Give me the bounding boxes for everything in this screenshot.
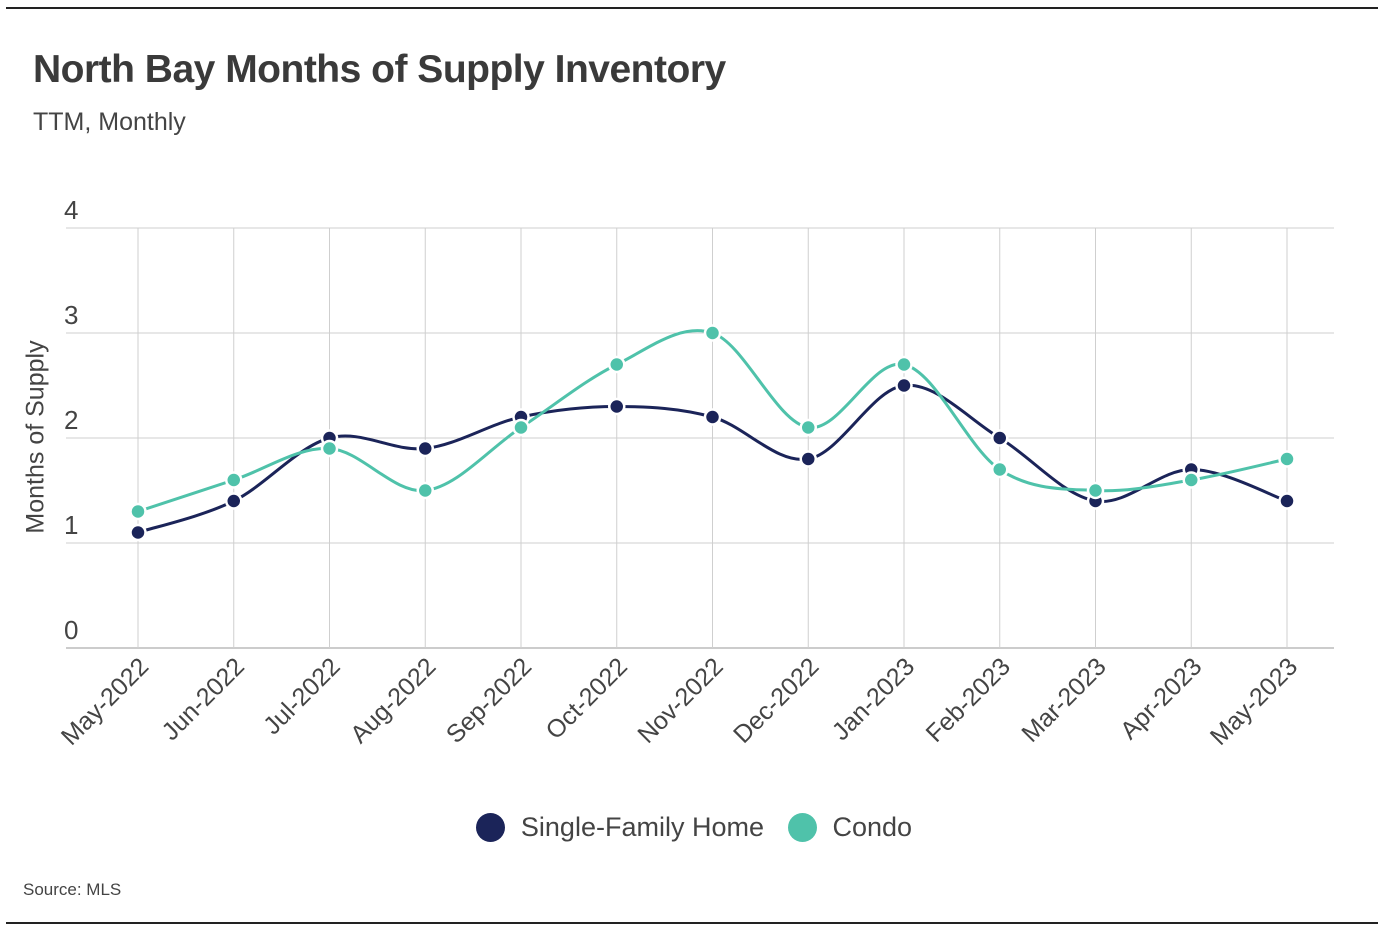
data-point-1 — [608, 355, 626, 374]
x-tick-label: May-2022 — [56, 652, 154, 750]
y-tick-labels: 0 1 2 3 4 — [64, 195, 78, 645]
data-point-0 — [991, 429, 1009, 447]
legend-label-sfh: Single-Family Home — [520, 812, 764, 842]
data-point-0 — [799, 450, 817, 468]
data-point-1 — [512, 418, 530, 437]
data-point-0 — [129, 523, 147, 542]
x-tick-label: Jul-2022 — [258, 652, 346, 740]
x-tick-label: Apr-2023 — [1115, 652, 1208, 745]
data-point-1 — [1278, 450, 1296, 468]
x-tick-label: Jan-2023 — [827, 652, 921, 746]
data-point-1 — [416, 481, 434, 500]
data-point-0 — [416, 439, 434, 458]
y-tick-label: 0 — [64, 615, 78, 645]
legend-swatch-sfh — [475, 813, 505, 842]
data-point-0 — [608, 397, 626, 416]
bottom-rule — [6, 922, 1378, 924]
top-rule — [6, 7, 1378, 9]
x-tick-label: Nov-2022 — [632, 652, 728, 748]
y-tick-label: 2 — [64, 405, 78, 435]
data-point-1 — [320, 439, 339, 458]
data-point-1 — [129, 502, 147, 521]
chart-subtitle: TTM, Monthly — [33, 108, 186, 136]
data-point-1 — [991, 460, 1009, 479]
x-tick-label: Feb-2023 — [921, 652, 1016, 747]
grid-lines — [66, 227, 1334, 649]
x-tick-label: Jun-2022 — [156, 652, 250, 746]
legend-label-condo: Condo — [832, 812, 913, 842]
x-tick-label: Sep-2022 — [441, 652, 537, 748]
x-tick-label: Dec-2022 — [728, 652, 824, 748]
data-point-0 — [703, 408, 722, 426]
legend: Single-Family Home Condo — [0, 812, 1388, 849]
data-point-0 — [1278, 492, 1296, 510]
y-tick-label: 4 — [64, 195, 78, 225]
x-tick-label: Aug-2022 — [345, 652, 441, 748]
x-tick-label: Oct-2022 — [540, 652, 633, 745]
data-point-0 — [225, 492, 243, 510]
data-point-1 — [225, 471, 243, 489]
y-tick-label: 1 — [64, 510, 78, 540]
y-tick-label: 3 — [64, 300, 78, 330]
chart-title: North Bay Months of Supply Inventory — [33, 48, 726, 91]
data-point-1 — [703, 324, 722, 342]
legend-item-condo[interactable]: Condo — [787, 812, 913, 843]
data-point-1 — [1182, 471, 1200, 489]
data-point-0 — [895, 376, 913, 395]
series-points — [129, 324, 1296, 542]
x-tick-label: May-2023 — [1205, 652, 1303, 750]
legend-swatch-condo — [787, 813, 817, 842]
data-point-1 — [895, 355, 913, 374]
x-tick-label: Mar-2023 — [1016, 652, 1111, 747]
legend-item-sfh[interactable]: Single-Family Home — [475, 812, 764, 843]
x-tick-labels: May-2022 Jun-2022 Jul-2022 Aug-2022 Sep-2022… — [56, 652, 1303, 750]
source-note: Source: MLS — [23, 880, 122, 899]
data-point-1 — [1086, 481, 1105, 500]
data-point-1 — [799, 418, 817, 437]
